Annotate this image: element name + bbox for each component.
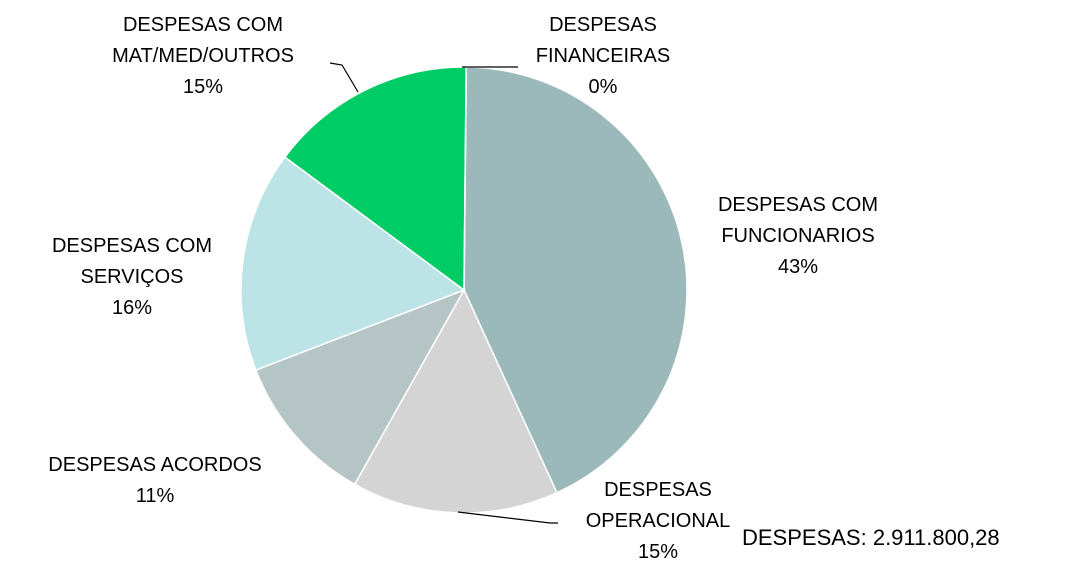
pie-slice <box>240 156 466 371</box>
slice-label: DESPESAS FINANCEIRAS 0% <box>503 10 703 103</box>
slice-label: DESPESAS ACORDOS 11% <box>0 450 315 512</box>
value-label: 15% <box>182 76 224 98</box>
slice-label: DESPESAS COM SERVIÇOS 16% <box>32 231 232 324</box>
category-label: DESPESAS COM SERVIÇOS <box>51 235 213 288</box>
value-label: 16% <box>111 297 153 319</box>
category-label: DESPESAS COM FUNCIONARIOS <box>717 194 879 247</box>
pie-slice <box>254 288 466 486</box>
category-label: DESPESAS FINANCEIRAS <box>535 14 671 67</box>
category-label: DESPESAS ACORDOS <box>48 454 262 476</box>
pie-slice <box>353 288 558 514</box>
slice-label: DESPESAS COM MAT/MED/OUTROS 15% <box>78 10 328 103</box>
pie-slice <box>283 66 467 292</box>
value-label: 15% <box>637 541 679 563</box>
pie-slice <box>463 66 688 494</box>
slice-label: DESPESAS COM FUNCIONARIOS 43% <box>678 190 918 283</box>
value-label: 11% <box>135 485 175 507</box>
value-label: 0% <box>588 76 618 98</box>
slice-label: DESPESAS OPERACIONAL 15% <box>558 475 758 568</box>
value-label: 43% <box>777 256 819 278</box>
leader-line <box>457 511 558 524</box>
total-annotation: DESPESAS: 2.911.800,28 <box>742 525 1000 550</box>
leader-line <box>329 62 359 93</box>
category-label: DESPESAS OPERACIONAL <box>585 479 731 532</box>
category-label: DESPESAS COM MAT/MED/OUTROS <box>112 14 294 67</box>
